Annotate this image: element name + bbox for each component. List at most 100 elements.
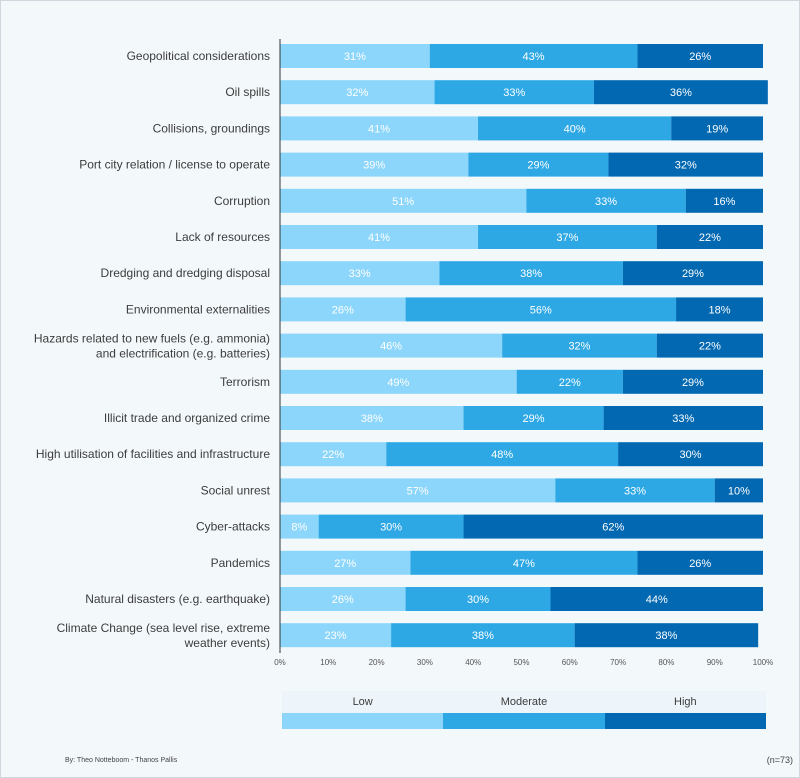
bar-segment-moderate: [410, 550, 638, 575]
bar-value-label: 32%: [346, 87, 368, 99]
bar-segment-high: [714, 478, 763, 503]
bar-value-label: 56%: [530, 304, 552, 316]
bar-segment-moderate: [439, 261, 623, 286]
bar-value-label: 33%: [672, 413, 694, 425]
legend-swatch: [282, 713, 444, 729]
legend-item-low: Low: [282, 691, 444, 729]
bar-value-label: 22%: [699, 232, 721, 244]
bar-segment-low: [280, 478, 556, 503]
bar-value-label: 22%: [322, 449, 344, 461]
bar-segment-high: [685, 188, 763, 213]
category-label: Lack of resources: [175, 230, 270, 244]
bar-value-label: 47%: [513, 558, 535, 570]
bar-value-label: 33%: [503, 87, 525, 99]
bar-value-label: 39%: [363, 160, 385, 172]
bar-value-label: 16%: [713, 196, 735, 208]
legend-label: Low: [282, 691, 444, 713]
x-tick-label: 20%: [369, 658, 385, 667]
bar-value-label: 31%: [344, 51, 366, 63]
bar-segment-moderate: [502, 333, 657, 358]
category-label: Cyber-attacks: [196, 520, 270, 534]
x-tick-label: 0%: [274, 658, 286, 667]
bar-value-label: 29%: [523, 413, 545, 425]
bar-segment-moderate: [526, 188, 686, 213]
x-tick-label: 60%: [562, 658, 578, 667]
bar-value-label: 38%: [655, 630, 677, 642]
category-label: Pandemics: [211, 556, 270, 570]
bar-segment-moderate: [468, 152, 609, 177]
legend-swatch: [604, 713, 766, 729]
bar-value-label: 26%: [332, 594, 354, 606]
bar-value-label: 32%: [568, 341, 590, 353]
legend-label: High: [604, 691, 766, 713]
bar-value-label: 19%: [706, 123, 728, 135]
stacked-bar-chart: Geopolitical considerations 31% 43% 26% Oil …: [34, 39, 773, 667]
bar-segment-high: [656, 333, 763, 358]
bar-segment-high: [618, 442, 763, 467]
bar-segment-high: [550, 587, 763, 611]
bar-value-label: 29%: [527, 160, 549, 172]
bar-segment-high: [608, 152, 763, 177]
bar-value-label: 30%: [467, 594, 489, 606]
category-label: Natural disasters (e.g. earthquake): [85, 592, 270, 606]
bar-segment-moderate: [318, 514, 464, 539]
bar-segment-moderate: [434, 80, 594, 105]
bar-segment-high: [622, 369, 763, 394]
bar-segment-high: [603, 406, 763, 430]
legend-swatch: [443, 713, 605, 729]
bar-value-label: 30%: [380, 522, 402, 534]
bar-value-label: 8%: [291, 522, 307, 534]
category-label: Port city relation / license to operate: [79, 158, 270, 172]
bar-value-label: 33%: [595, 196, 617, 208]
bar-segment-moderate: [429, 44, 638, 68]
bar-value-label: 62%: [602, 522, 624, 534]
x-tick-label: 80%: [658, 658, 674, 667]
bar-value-label: 10%: [728, 485, 750, 497]
bar-segment-high: [593, 80, 768, 105]
bar-value-label: 33%: [349, 268, 371, 280]
author-credit: By: Theo Notteboom - Thanos Pallis: [65, 757, 178, 764]
bar-value-label: 46%: [380, 341, 402, 353]
bar-segment-moderate: [386, 442, 619, 467]
x-tick-label: 40%: [465, 658, 481, 667]
x-tick-label: 100%: [753, 658, 773, 667]
bar-value-label: 38%: [361, 413, 383, 425]
bar-segment-high: [656, 225, 763, 249]
legend-item-moderate: Moderate: [443, 691, 605, 729]
bar-segment-moderate: [391, 623, 575, 648]
bar-segment-high: [574, 623, 759, 648]
bar-value-label: 38%: [472, 630, 494, 642]
bar-segment-low: [280, 116, 479, 141]
bar-value-label: 51%: [392, 196, 414, 208]
bar-value-label: 38%: [520, 268, 542, 280]
bar-segment-low: [280, 406, 464, 430]
category-label: Collisions, groundings: [153, 121, 270, 135]
bar-segment-moderate: [405, 297, 677, 322]
bar-segment-low: [280, 442, 387, 467]
bar-segment-low: [280, 152, 469, 177]
bar-value-label: 22%: [559, 377, 581, 389]
bar-value-label: 26%: [689, 51, 711, 63]
bar-value-label: 41%: [368, 232, 390, 244]
category-label: Terrorism: [220, 375, 270, 389]
bar-value-label: 43%: [523, 51, 545, 63]
bar-value-label: 29%: [682, 268, 704, 280]
bar-value-label: 48%: [491, 449, 513, 461]
x-tick-label: 30%: [417, 658, 433, 667]
category-label: Social unrest: [201, 483, 271, 497]
category-label: Environmental externalities: [126, 302, 270, 316]
sample-size: (n=73): [766, 755, 793, 765]
category-label: Hazards related to new fuels (e.g. ammon…: [34, 332, 270, 361]
bar-segment-moderate: [463, 406, 604, 430]
bar-value-label: 18%: [709, 304, 731, 316]
bar-segment-low: [280, 80, 435, 105]
bar-value-label: 29%: [682, 377, 704, 389]
bar-value-label: 33%: [624, 485, 646, 497]
bar-segment-moderate: [478, 225, 657, 249]
bar-value-label: 32%: [675, 160, 697, 172]
x-tick-label: 10%: [320, 658, 336, 667]
bar-value-label: 26%: [332, 304, 354, 316]
bar-segment-low: [280, 44, 430, 68]
bar-value-label: 49%: [387, 377, 409, 389]
